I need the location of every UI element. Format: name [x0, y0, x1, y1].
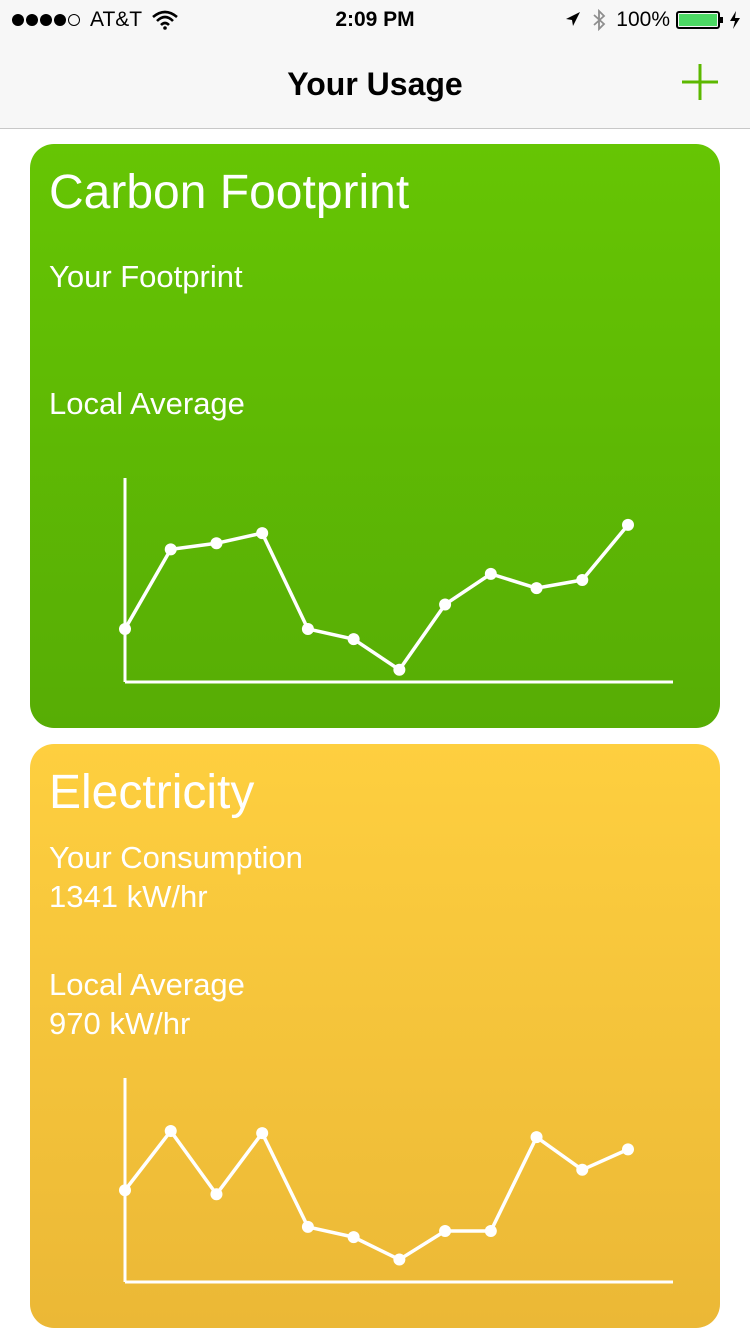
signal-strength — [12, 14, 82, 26]
status-right: 100% — [564, 8, 742, 32]
data-point — [301, 622, 314, 635]
location-icon — [566, 12, 581, 26]
local-average-label: Local Average — [49, 386, 245, 421]
page-title: Your Usage — [287, 66, 463, 102]
local-average-label: Local Average — [49, 967, 245, 1002]
wifi-icon — [152, 10, 178, 30]
data-point — [119, 1184, 131, 1197]
status-bar: AT&T 2:09 PM 100% — [0, 0, 750, 40]
data-point — [256, 527, 269, 540]
battery-tip — [720, 17, 723, 23]
signal-dot — [12, 14, 24, 26]
signal-dot — [40, 14, 52, 26]
data-point — [622, 1143, 634, 1156]
data-point — [347, 1231, 360, 1244]
your-footprint-label: Your Footprint — [49, 259, 243, 294]
data-point — [530, 582, 543, 595]
data-point — [622, 518, 634, 531]
data-point — [576, 1163, 589, 1176]
navigation-bar: Your Usage — [0, 40, 750, 129]
series-line — [123, 1129, 629, 1262]
battery-fill — [679, 14, 717, 26]
data-point — [576, 574, 589, 586]
signal-dot — [54, 14, 66, 26]
battery-icon — [676, 11, 723, 29]
data-point — [439, 598, 452, 611]
data-point — [530, 1131, 543, 1144]
your-consumption-label: Your Consumption — [49, 840, 303, 875]
signal-dot — [26, 14, 38, 26]
data-point — [210, 537, 223, 550]
electricity-chart — [119, 1078, 673, 1284]
data-point — [439, 1225, 452, 1237]
data-point — [393, 663, 406, 676]
data-point — [164, 1125, 177, 1138]
add-button[interactable] — [680, 62, 720, 102]
electricity-card[interactable]: Electricity Your Consumption 1341 kW/hr … — [30, 744, 720, 1328]
charging-icon — [730, 11, 740, 29]
status-left: AT&T — [12, 8, 178, 32]
carrier-name: AT&T — [90, 8, 143, 31]
status-time: 2:09 PM — [335, 8, 415, 31]
data-point — [393, 1253, 406, 1266]
series-line — [123, 523, 630, 672]
your-consumption-value: 1341 kW/hr — [49, 879, 208, 914]
card-title: Carbon Footprint — [49, 166, 410, 219]
data-point — [164, 543, 177, 556]
data-point — [347, 633, 360, 646]
card-title: Electricity — [49, 766, 255, 819]
bluetooth-icon — [593, 9, 606, 31]
data-point — [484, 1225, 497, 1237]
carbon-footprint-card[interactable]: Carbon Footprint Your Footprint Local Av… — [30, 144, 720, 728]
carbon-footprint-chart — [119, 478, 673, 684]
data-point — [301, 1220, 314, 1233]
battery-percent: 100% — [616, 8, 670, 31]
data-point — [256, 1127, 269, 1140]
local-average-value: 970 kW/hr — [49, 1006, 191, 1041]
signal-dot — [68, 14, 80, 26]
data-point — [119, 622, 131, 635]
data-point — [210, 1188, 223, 1201]
data-point — [484, 567, 497, 580]
